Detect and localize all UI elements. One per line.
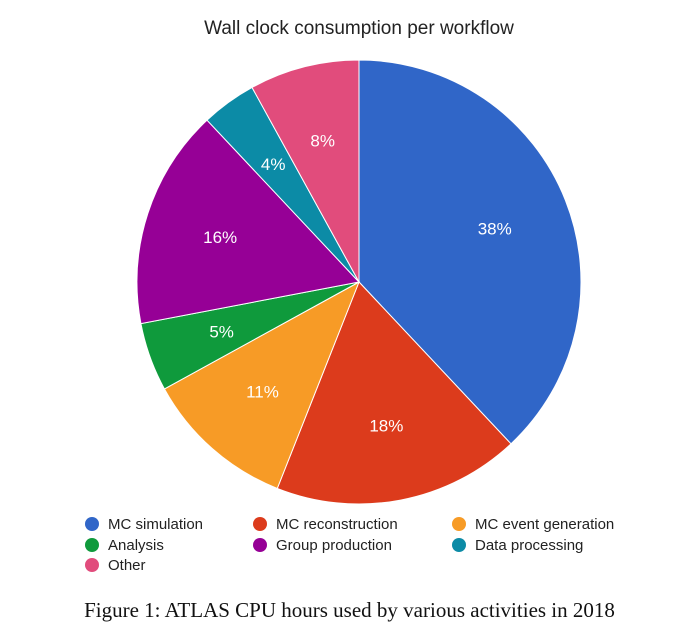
pie-slice-other (251, 59, 360, 283)
legend-swatch (85, 517, 99, 531)
legend-label: MC reconstruction (276, 516, 398, 533)
legend-label: MC simulation (108, 516, 203, 533)
legend-swatch (452, 517, 466, 531)
legend-swatch (253, 538, 267, 552)
legend-label: Analysis (108, 537, 164, 554)
legend: MC simulation MC reconstruction MC event g… (85, 516, 614, 574)
slice-label-data-processing: 4% (261, 155, 286, 174)
legend-label: MC event generation (475, 516, 614, 533)
pie-slice-mc-simulation (358, 59, 582, 445)
legend-swatch (85, 538, 99, 552)
legend-swatch (253, 517, 267, 531)
legend-swatch (85, 558, 99, 572)
legend-label: Data processing (475, 537, 583, 554)
slice-label-mc-simulation: 38% (478, 219, 512, 238)
pie-slice-mc-reconstruction (276, 281, 512, 505)
legend-swatch (452, 538, 466, 552)
chart-title: Wall clock consumption per workflow (204, 18, 514, 39)
pie-slice-group-production (136, 119, 360, 325)
legend-item-mc-reconstruction: MC reconstruction (253, 516, 398, 533)
slice-label-mc-reconstruction: 18% (369, 416, 403, 435)
figure-caption: Figure 1: ATLAS CPU hours used by variou… (84, 598, 615, 622)
legend-item-analysis: Analysis (85, 537, 164, 554)
slice-label-group-production: 16% (203, 228, 237, 247)
legend-item-mc-event-generation: MC event generation (452, 516, 614, 533)
slice-label-other: 8% (310, 132, 335, 151)
pie-chart: Wall clock consumption per workflow 38% 1… (85, 18, 614, 574)
pie-slices (136, 59, 582, 505)
legend-label: Group production (276, 537, 392, 554)
legend-item-other: Other (85, 557, 146, 574)
legend-label: Other (108, 557, 146, 574)
legend-item-group-production: Group production (253, 537, 392, 554)
legend-item-data-processing: Data processing (452, 537, 583, 554)
slice-label-analysis: 5% (209, 322, 234, 341)
slice-label-mc-event-generation: 11% (246, 383, 279, 402)
pie-slice-mc-event-generation (163, 280, 360, 490)
legend-item-mc-simulation: MC simulation (85, 516, 203, 533)
pie-slice-labels: 38% 18% 11% 5% 16% 4% 8% (203, 132, 512, 436)
